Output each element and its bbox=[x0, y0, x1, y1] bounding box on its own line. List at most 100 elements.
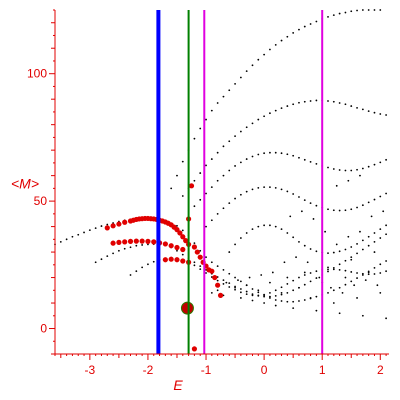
data-point bbox=[127, 238, 134, 244]
data-point bbox=[176, 174, 178, 177]
data-point bbox=[350, 10, 353, 13]
data-point bbox=[257, 186, 260, 189]
data-point bbox=[361, 108, 364, 111]
data-point bbox=[356, 272, 358, 274]
data-point bbox=[197, 254, 203, 260]
data-point bbox=[385, 317, 387, 320]
data-point bbox=[292, 279, 295, 282]
data-point bbox=[181, 160, 184, 163]
data-point bbox=[251, 188, 254, 191]
data-point bbox=[298, 286, 300, 289]
data-point bbox=[162, 257, 168, 263]
data-point bbox=[315, 250, 318, 253]
data-point bbox=[228, 140, 231, 143]
data-point bbox=[210, 109, 213, 112]
data-point bbox=[269, 291, 271, 294]
data-point bbox=[367, 201, 370, 204]
data-point bbox=[180, 246, 186, 253]
data-point bbox=[216, 289, 219, 292]
data-point bbox=[330, 286, 332, 289]
data-point bbox=[335, 184, 338, 187]
data-point bbox=[269, 295, 271, 298]
data-point bbox=[269, 281, 271, 284]
data-point bbox=[210, 158, 213, 160]
data-point bbox=[350, 258, 353, 261]
data-point bbox=[251, 155, 254, 158]
data-point bbox=[263, 152, 266, 155]
data-point bbox=[344, 169, 347, 172]
data-point bbox=[228, 89, 231, 92]
data-point bbox=[209, 268, 215, 274]
data-point bbox=[373, 240, 376, 243]
data-point bbox=[350, 280, 353, 283]
data-point bbox=[59, 240, 62, 243]
y-tick-label: 100 bbox=[27, 67, 47, 81]
data-point bbox=[141, 266, 144, 269]
data-point bbox=[379, 161, 382, 164]
data-point bbox=[239, 76, 242, 79]
series-2 bbox=[94, 233, 387, 298]
data-point bbox=[234, 135, 236, 138]
data-point bbox=[356, 243, 358, 245]
data-point bbox=[332, 168, 335, 170]
data-point bbox=[361, 274, 364, 276]
data-point bbox=[222, 279, 225, 282]
series-5 bbox=[181, 99, 387, 197]
data-point bbox=[280, 228, 283, 231]
data-point bbox=[193, 205, 196, 208]
data-point bbox=[239, 280, 242, 283]
data-point bbox=[361, 167, 364, 170]
data-point bbox=[356, 9, 358, 12]
data-point bbox=[174, 257, 180, 263]
data-point bbox=[332, 251, 335, 254]
data-point bbox=[263, 224, 266, 227]
data-point bbox=[251, 122, 254, 125]
data-point bbox=[181, 253, 184, 256]
data-point bbox=[385, 158, 387, 161]
data-point bbox=[222, 95, 225, 98]
data-point bbox=[283, 261, 286, 264]
data-point bbox=[309, 100, 312, 102]
data-point bbox=[344, 259, 347, 262]
data-point bbox=[344, 103, 347, 106]
data-point bbox=[286, 300, 289, 303]
data-point bbox=[193, 242, 196, 245]
data-point bbox=[309, 280, 312, 283]
data-point bbox=[315, 163, 318, 165]
data-point bbox=[205, 192, 207, 195]
data-point bbox=[83, 231, 85, 234]
data-point bbox=[309, 160, 312, 163]
data-point bbox=[234, 165, 236, 167]
data-point bbox=[332, 266, 335, 269]
data-point bbox=[300, 210, 303, 213]
data-point bbox=[152, 260, 155, 263]
data-point bbox=[222, 269, 225, 271]
data-point bbox=[350, 105, 353, 107]
data-point bbox=[145, 238, 151, 244]
data-point bbox=[188, 183, 195, 189]
data-point bbox=[338, 209, 341, 212]
data-point bbox=[205, 272, 207, 274]
data-point bbox=[216, 102, 219, 104]
data-point bbox=[303, 100, 306, 103]
data-point bbox=[367, 165, 370, 168]
data-point bbox=[298, 300, 300, 302]
data-point bbox=[344, 276, 347, 279]
data-point bbox=[135, 270, 138, 273]
data-point bbox=[216, 212, 219, 215]
data-point bbox=[350, 208, 353, 211]
data-point bbox=[151, 239, 157, 245]
data-point bbox=[332, 100, 335, 103]
data-point bbox=[193, 179, 196, 182]
data-point bbox=[257, 291, 260, 294]
data-point bbox=[373, 266, 376, 269]
data-point bbox=[280, 39, 283, 42]
data-point bbox=[100, 258, 103, 261]
data-point bbox=[263, 115, 266, 118]
data-point bbox=[205, 118, 207, 121]
data-point bbox=[106, 223, 109, 226]
data-point bbox=[216, 265, 219, 267]
series-4 bbox=[170, 9, 382, 190]
data-point bbox=[280, 107, 283, 110]
data-point bbox=[292, 32, 295, 34]
